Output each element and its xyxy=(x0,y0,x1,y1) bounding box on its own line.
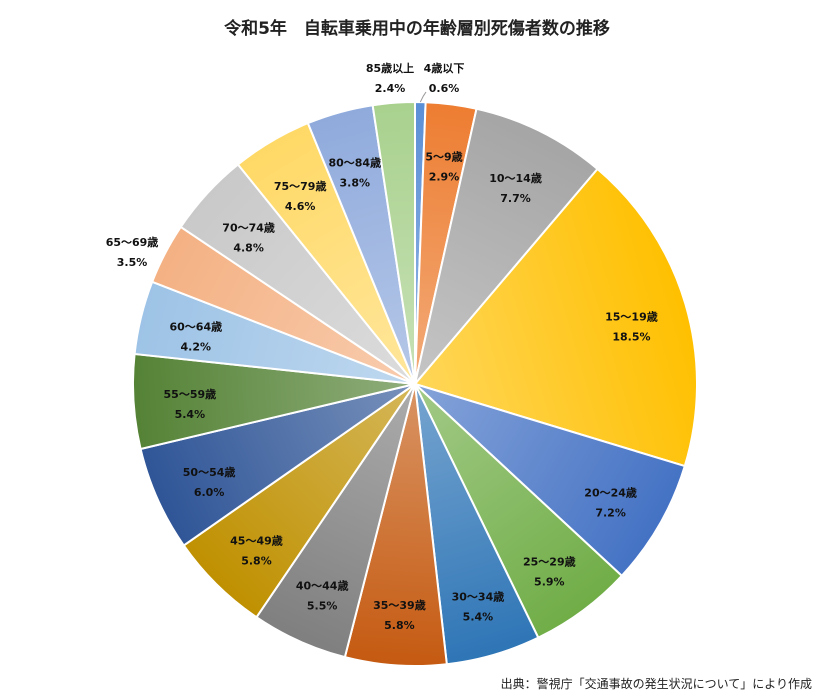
slice-label-5-9: 5～9歳 xyxy=(425,149,462,163)
slice-label-20-24: 20～24歳 xyxy=(584,485,637,499)
chart-title: 令和5年 自転車乗用中の年齢層別死傷者数の推移 xyxy=(224,19,610,39)
slice-value-20-24: 7.2% xyxy=(595,506,626,519)
slice-label-65-69: 65～69歳 xyxy=(106,235,159,249)
pie-slice-85-over xyxy=(371,100,416,385)
slice-label-10-14: 10～14歳 xyxy=(489,171,542,185)
slice-label-4-under: 4歳以下 xyxy=(424,61,465,75)
slice-value-50-54: 6.0% xyxy=(194,486,225,499)
slice-value-10-14: 7.7% xyxy=(500,192,531,205)
slice-value-80-84: 3.8% xyxy=(340,177,371,190)
slice-label-35-39: 35～39歳 xyxy=(373,598,426,612)
slice-label-60-64: 60～64歳 xyxy=(169,320,222,334)
slice-value-25-29: 5.9% xyxy=(534,575,565,588)
slice-value-75-79: 4.6% xyxy=(285,200,316,213)
slice-label-55-59: 55～59歳 xyxy=(164,387,217,401)
slice-value-30-34: 5.4% xyxy=(463,611,494,624)
slice-label-85-over: 85歳以上 xyxy=(366,61,414,75)
slice-value-35-39: 5.8% xyxy=(384,619,415,632)
slice-label-40-44: 40～44歳 xyxy=(296,579,349,593)
slice-value-55-59: 5.4% xyxy=(175,408,206,421)
pie-slice-20-24 xyxy=(414,383,687,578)
slice-value-40-44: 5.5% xyxy=(307,600,338,613)
pie-slice-10-14 xyxy=(414,107,599,385)
slice-value-65-69: 3.5% xyxy=(117,256,148,269)
slice-label-50-54: 50～54歳 xyxy=(183,465,236,479)
slice-label-15-19: 15～19歳 xyxy=(605,309,658,323)
source-note: 出典：警視庁「交通事故の発生状況について」により作成 xyxy=(500,677,812,691)
slice-value-60-64: 4.2% xyxy=(181,341,212,354)
slice-label-45-49: 45～49歳 xyxy=(230,534,283,548)
slice-value-15-19: 18.5% xyxy=(612,330,650,343)
leader-line-4-under xyxy=(419,91,427,103)
slice-label-25-29: 25～29歳 xyxy=(523,554,576,568)
slice-value-70-74: 4.8% xyxy=(233,242,264,255)
slice-label-75-79: 75～79歳 xyxy=(274,179,327,193)
pie-slice-15-19 xyxy=(413,167,698,468)
slice-label-70-74: 70～74歳 xyxy=(222,221,275,235)
slice-value-85-over: 2.4% xyxy=(375,82,406,95)
slice-value-5-9: 2.9% xyxy=(429,170,460,183)
slice-label-30-34: 30～34歳 xyxy=(452,590,505,604)
slice-value-45-49: 5.8% xyxy=(241,555,272,568)
slice-label-80-84: 80～84歳 xyxy=(328,156,381,170)
slice-value-4-under: 0.6% xyxy=(429,82,460,95)
